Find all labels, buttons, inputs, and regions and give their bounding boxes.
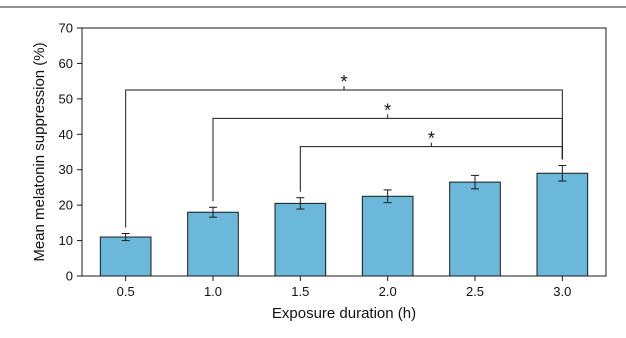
y-axis: 0 10 20 30 40 50 60 70 — [59, 21, 82, 284]
bars-group — [99, 172, 589, 277]
y-axis-title: Mean melatonin suppression (%) — [31, 42, 48, 261]
bar — [187, 211, 239, 277]
plot-border — [81, 27, 607, 277]
bar — [536, 172, 589, 277]
bar — [274, 202, 327, 277]
x-axis-title: Exposure duration (h) — [272, 305, 416, 322]
x-tick-label: 2.0 — [379, 284, 397, 299]
y-tick-label: 50 — [59, 91, 73, 106]
error-bars-group — [121, 164, 567, 242]
x-tick-label: 2.5 — [466, 284, 484, 299]
plot-frame — [81, 27, 607, 277]
significance-star: * — [340, 72, 347, 92]
y-tick-label: 40 — [59, 127, 73, 142]
y-tick-label: 60 — [59, 56, 73, 71]
x-tick-label: 1.0 — [204, 284, 222, 299]
y-tick-label: 30 — [59, 162, 73, 177]
bar — [361, 195, 414, 277]
x-axis: 0.5 1.0 1.5 2.0 2.5 3.0 — [117, 276, 571, 299]
significance-bracket — [299, 146, 563, 192]
x-tick-label: 3.0 — [553, 284, 571, 299]
significance-brackets: * * * — [125, 72, 563, 228]
bar — [99, 236, 152, 277]
significance-star: * — [384, 100, 391, 120]
y-tick-label: 70 — [59, 21, 73, 36]
x-tick-label: 0.5 — [117, 284, 135, 299]
significance-star: * — [428, 129, 435, 149]
significance-bracket — [212, 117, 563, 202]
y-tick-label: 10 — [59, 233, 73, 248]
y-tick-label: 0 — [66, 269, 73, 284]
bar — [449, 181, 501, 277]
y-tick-label: 20 — [59, 198, 73, 213]
x-tick-label: 1.5 — [291, 284, 309, 299]
